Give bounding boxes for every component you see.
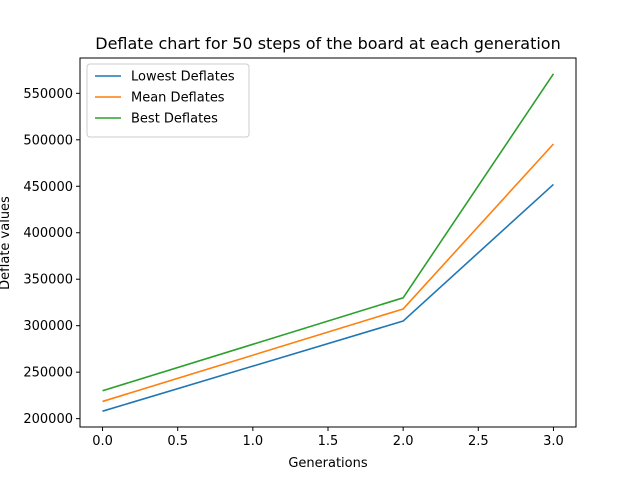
legend-label: Best Deflates	[131, 112, 218, 127]
x-tick-label: 0.0	[92, 434, 113, 449]
y-axis: 200000 250000 300000 350000 400000 450000 5000…	[23, 87, 80, 427]
legend-label: Mean Deflates	[131, 91, 225, 106]
x-tick-label: 2.5	[468, 434, 489, 449]
y-tick-label: 550000	[23, 87, 73, 102]
legend: Lowest Deflates Mean Deflates Best Deflate…	[86, 63, 250, 138]
legend-box	[86, 63, 250, 138]
x-tick-label: 0.5	[167, 434, 188, 449]
chart-title: Deflate chart for 50 steps of the board …	[95, 34, 560, 53]
y-tick-label: 450000	[23, 180, 73, 195]
series-line-3	[102, 73, 555, 392]
x-axis: 0.0 0.5 1.0 1.5 2.0 2.5 3.0	[92, 427, 564, 449]
y-tick-label: 500000	[23, 133, 73, 148]
legend-label: Lowest Deflates	[131, 70, 235, 85]
series-layer	[102, 73, 555, 412]
x-axis-label: Generations	[288, 456, 368, 471]
x-tick-label: 1.5	[318, 434, 339, 449]
x-tick-label: 2.0	[393, 434, 414, 449]
series-line-2	[102, 143, 555, 403]
y-tick-label: 400000	[23, 226, 73, 241]
y-tick-label: 250000	[23, 366, 73, 381]
y-tick-label: 350000	[23, 273, 73, 288]
series-line-1	[102, 183, 554, 412]
y-tick-label: 200000	[23, 412, 73, 427]
y-axis-label: Deflate values	[0, 196, 13, 290]
y-tick-label: 300000	[23, 319, 73, 334]
x-tick-label: 3.0	[543, 434, 564, 449]
x-tick-label: 1.0	[243, 434, 264, 449]
